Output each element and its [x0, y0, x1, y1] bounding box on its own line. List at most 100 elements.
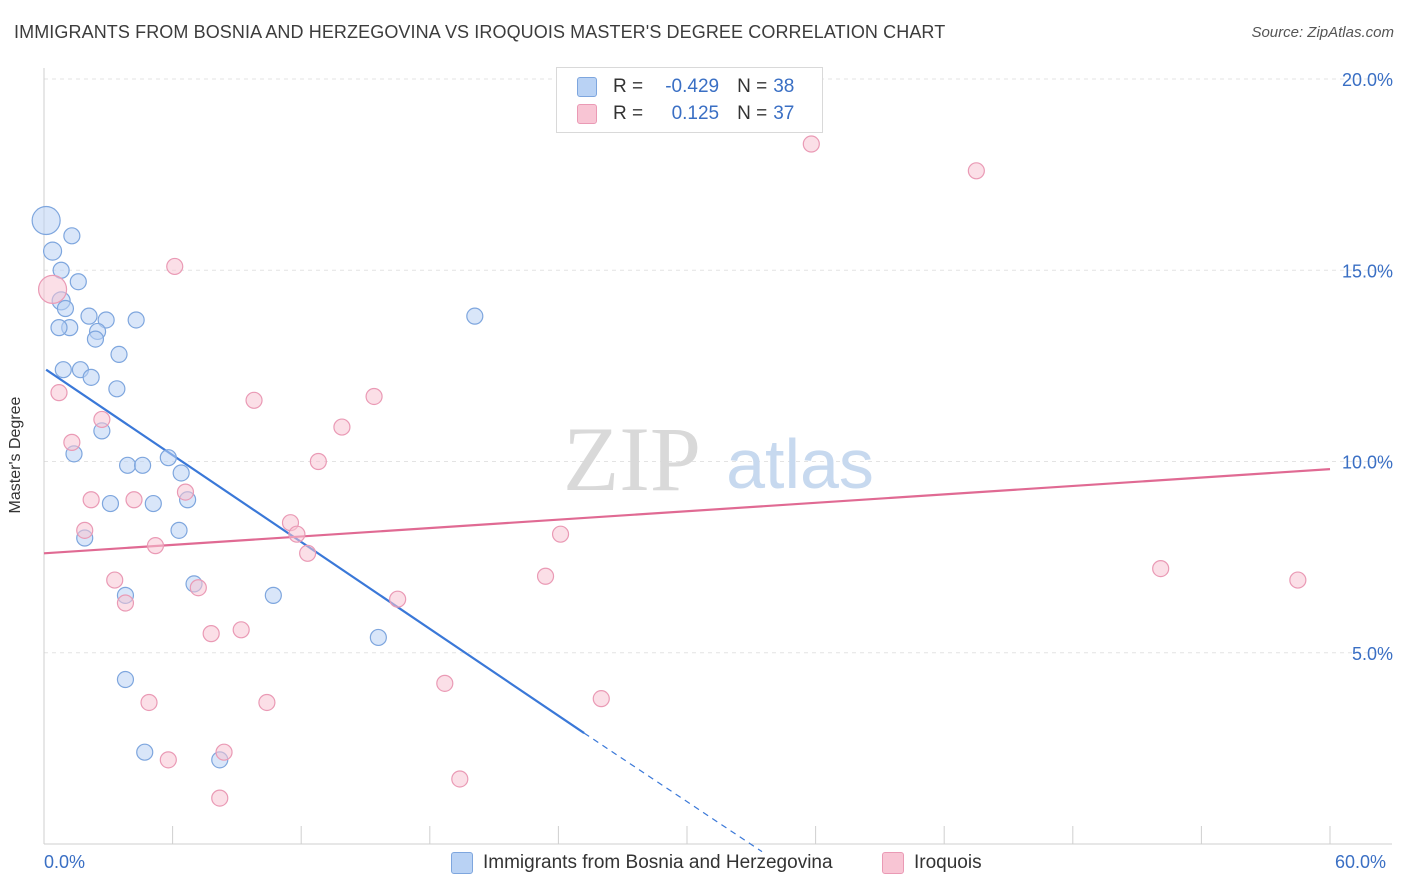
- trend-line-pink: [43, 468, 1331, 555]
- data-point-pink: [176, 483, 195, 501]
- data-point-pink: [551, 525, 570, 543]
- data-point-pink: [146, 537, 165, 555]
- data-point-pink: [333, 418, 351, 436]
- y-axis-label: Master's Degree: [7, 396, 24, 514]
- data-point-blue: [82, 368, 100, 386]
- legend-r-label: R =: [613, 103, 644, 124]
- data-point-blue: [159, 449, 177, 467]
- data-point-pink: [159, 751, 177, 769]
- data-point-pink: [140, 693, 158, 712]
- data-point-pink: [63, 433, 81, 451]
- data-point-blue: [170, 521, 188, 539]
- data-point-blue: [110, 345, 128, 363]
- legend-r-value-blue: -0.429: [665, 76, 720, 97]
- data-point-pink: [82, 491, 100, 509]
- legend-row-blue: R = -0.429 N = 38: [577, 75, 794, 99]
- y-tick-label: 5.0%: [1352, 644, 1393, 664]
- data-point-pink: [436, 674, 454, 692]
- data-points: [31, 135, 1307, 807]
- data-point-pink: [967, 162, 985, 180]
- y-tick-label: 10.0%: [1342, 453, 1393, 473]
- data-point-pink: [37, 274, 68, 304]
- correlation-legend: R = -0.429 N = 38 R = 0.125 N = 37: [556, 67, 823, 133]
- data-point-pink: [215, 743, 233, 761]
- data-point-blue: [127, 311, 145, 329]
- x-tick-label-max: 60.0%: [1335, 852, 1387, 872]
- data-point-blue: [466, 307, 484, 325]
- legend-n-value-pink: 37: [773, 103, 795, 124]
- trend-line-extension-blue: [583, 732, 763, 853]
- data-point-blue: [116, 670, 135, 689]
- data-point-blue: [101, 494, 120, 513]
- data-point-blue: [86, 330, 105, 348]
- data-point-pink: [76, 521, 94, 539]
- legend-swatch-blue: [577, 77, 597, 97]
- data-point-pink: [592, 690, 610, 708]
- legend-r-value-pink: 0.125: [671, 103, 720, 124]
- data-point-pink: [125, 491, 143, 509]
- data-point-blue: [144, 494, 162, 513]
- data-point-blue: [80, 307, 98, 325]
- data-point-pink: [93, 410, 111, 429]
- data-point-blue: [264, 586, 282, 604]
- y-tick-label: 15.0%: [1342, 261, 1393, 281]
- chart-title: IMMIGRANTS FROM BOSNIA AND HERZEGOVINA V…: [14, 22, 946, 42]
- data-point-pink: [299, 544, 317, 562]
- legend-swatch-bosnia: [451, 852, 473, 874]
- data-point-blue: [63, 227, 81, 245]
- watermark-atlas: atlas: [726, 425, 874, 503]
- data-point-blue: [31, 205, 61, 236]
- legend-label-iroquois: Iroquois: [914, 852, 982, 873]
- legend-item-bosnia[interactable]: Immigrants from Bosnia and Herzegovina: [451, 852, 833, 874]
- data-point-blue: [54, 361, 72, 379]
- data-point-pink: [245, 391, 263, 409]
- data-point-pink: [211, 789, 229, 807]
- data-point-pink: [202, 625, 220, 643]
- data-point-blue: [56, 299, 75, 318]
- watermark-zip: ZIP: [563, 408, 701, 510]
- legend-n-value-blue: 38: [773, 76, 795, 97]
- axes: [43, 68, 1392, 845]
- legend-swatch-pink: [577, 104, 597, 124]
- legend-item-iroquois[interactable]: Iroquois: [882, 852, 982, 874]
- data-point-blue: [136, 743, 154, 761]
- data-point-blue: [108, 380, 126, 398]
- data-point-pink: [189, 579, 207, 597]
- data-point-pink: [166, 257, 184, 276]
- data-point-pink: [106, 571, 124, 589]
- legend-r-label: R =: [613, 76, 644, 97]
- data-point-blue: [133, 456, 152, 474]
- data-point-blue: [172, 464, 190, 482]
- legend-n-label: N =: [737, 103, 768, 124]
- data-point-pink: [50, 384, 68, 402]
- x-tick-label-min: 0.0%: [44, 852, 86, 872]
- y-tick-labels: 5.0% 10.0% 15.0% 20.0%: [1342, 70, 1393, 664]
- data-point-pink: [1152, 559, 1170, 578]
- data-point-pink: [802, 135, 820, 153]
- data-point-blue: [118, 456, 137, 474]
- data-point-pink: [365, 387, 383, 406]
- source-label: Source: ZipAtlas.com: [1251, 24, 1394, 41]
- y-tick-label: 20.0%: [1342, 70, 1393, 90]
- legend-row-pink: R = 0.125 N = 37: [577, 102, 794, 126]
- data-point-blue: [369, 628, 387, 647]
- data-point-pink: [1289, 571, 1307, 589]
- data-point-blue: [97, 311, 115, 329]
- legend-swatch-iroquois: [882, 852, 904, 874]
- data-point-pink: [288, 525, 306, 543]
- data-point-pink: [116, 594, 135, 612]
- data-point-blue: [50, 319, 68, 337]
- data-point-blue: [69, 273, 87, 291]
- legend-n-label: N =: [737, 76, 768, 97]
- data-point-pink: [309, 452, 327, 471]
- legend-label-bosnia: Immigrants from Bosnia and Herzegovina: [483, 852, 833, 873]
- data-point-pink: [536, 567, 555, 585]
- data-point-blue: [42, 241, 63, 261]
- data-point-pink: [232, 621, 250, 639]
- series-legend: Immigrants from Bosnia and Herzegovina I…: [0, 852, 1406, 878]
- data-point-pink: [451, 770, 469, 788]
- data-point-pink: [258, 693, 276, 712]
- grid-lines: [44, 78, 1392, 654]
- watermark: ZIP atlas: [563, 408, 874, 510]
